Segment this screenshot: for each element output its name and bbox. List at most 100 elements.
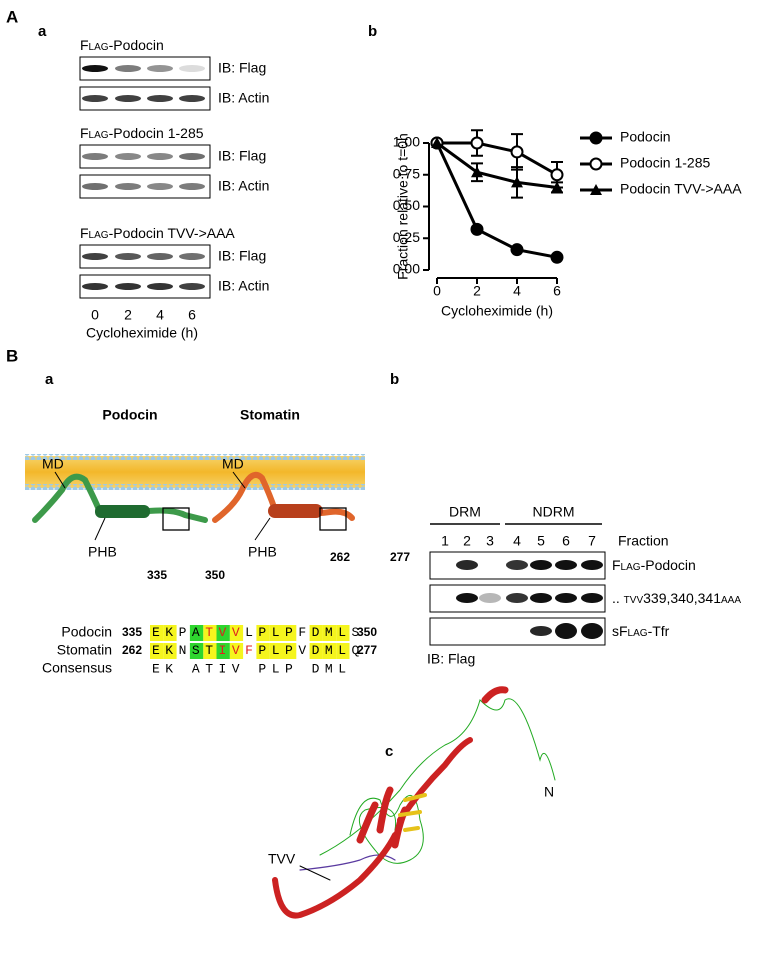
marker bbox=[511, 176, 523, 188]
residue: 350 bbox=[205, 568, 225, 582]
series-line bbox=[436, 141, 558, 189]
protein-name: Stomatin bbox=[240, 407, 300, 423]
domain-label: PHB bbox=[88, 544, 117, 560]
band bbox=[530, 560, 552, 570]
panel-label: A bbox=[6, 7, 18, 26]
marker bbox=[550, 250, 564, 264]
highlight bbox=[309, 625, 323, 641]
blot-box bbox=[79, 56, 211, 81]
blot-box bbox=[429, 617, 606, 646]
group-label: DRM bbox=[449, 504, 481, 520]
blot-box bbox=[79, 244, 211, 269]
marker bbox=[470, 136, 484, 150]
row-label: Flag-Podocin bbox=[612, 557, 696, 573]
row-label: Stomatin bbox=[57, 642, 112, 658]
band bbox=[147, 153, 173, 160]
x-tick-label: 4 bbox=[513, 283, 521, 299]
structure-label: TVV bbox=[268, 851, 296, 867]
y-tick-label: 0.00 bbox=[393, 261, 420, 277]
highlight bbox=[336, 625, 350, 641]
blot-title: Flag-Podocin bbox=[80, 37, 164, 53]
band bbox=[506, 593, 528, 603]
sequence-segment: EKNST bbox=[152, 643, 219, 658]
ib-label: IB: Flag bbox=[218, 248, 266, 264]
band bbox=[147, 283, 173, 290]
domain-label: MD bbox=[222, 456, 244, 472]
fraction-number: 7 bbox=[588, 533, 596, 549]
blot-title: Flag-Podocin 1-285 bbox=[80, 125, 204, 141]
band bbox=[82, 253, 108, 260]
band bbox=[147, 183, 173, 190]
band bbox=[115, 65, 141, 72]
lane-label: 2 bbox=[124, 307, 132, 323]
marker bbox=[431, 137, 443, 148]
band bbox=[530, 626, 552, 636]
highlight bbox=[189, 625, 204, 641]
band bbox=[179, 65, 205, 72]
band bbox=[179, 95, 205, 102]
highlight bbox=[256, 643, 270, 659]
ib-label: IB: Flag bbox=[218, 148, 266, 164]
marker bbox=[589, 131, 603, 145]
highlight bbox=[269, 625, 283, 641]
band bbox=[82, 65, 108, 72]
blot-title: Flag-Podocin TVV->AAA bbox=[80, 225, 235, 241]
residue: 262 bbox=[122, 643, 142, 657]
blot-name: -Podocin 1-285 bbox=[109, 125, 204, 141]
blot-box bbox=[79, 144, 211, 169]
band bbox=[179, 283, 205, 290]
marker bbox=[510, 145, 524, 159]
ib-label: IB: Actin bbox=[218, 278, 269, 294]
row-label: sFlag-Tfr bbox=[612, 623, 670, 639]
band bbox=[115, 153, 141, 160]
highlight bbox=[322, 643, 337, 659]
highlight bbox=[256, 625, 270, 641]
band bbox=[456, 560, 478, 570]
series-line bbox=[437, 141, 558, 177]
highlight bbox=[203, 643, 217, 659]
highlight bbox=[269, 643, 283, 659]
blot-box bbox=[79, 274, 211, 299]
row-label: Podocin bbox=[61, 624, 112, 640]
membrane bbox=[25, 454, 365, 541]
row-label-part: 339,340,341 bbox=[643, 590, 721, 606]
highlight bbox=[216, 643, 230, 659]
panel-label: a bbox=[45, 371, 54, 388]
y-tick-label: 0.25 bbox=[393, 229, 420, 245]
marker bbox=[589, 157, 603, 171]
row-label-part: -Podocin bbox=[641, 557, 696, 573]
band bbox=[82, 283, 108, 290]
x-axis-label: Cycloheximide (h) bbox=[441, 303, 553, 319]
residue: 350 bbox=[357, 625, 377, 639]
row-label-part: .. bbox=[612, 590, 624, 606]
row-label-part: s bbox=[612, 623, 619, 639]
protein-structure bbox=[272, 686, 556, 919]
band bbox=[179, 253, 205, 260]
legend-label: Podocin 1-285 bbox=[620, 155, 711, 171]
ib-label: IB: Actin bbox=[218, 90, 269, 106]
domain-label: MD bbox=[42, 456, 64, 472]
blot-tag: Flag bbox=[80, 37, 109, 53]
y-tick-label: 0.50 bbox=[393, 197, 420, 213]
highlight bbox=[150, 625, 164, 641]
group-label: NDRM bbox=[533, 504, 575, 520]
highlight bbox=[163, 625, 177, 641]
sequence: EKNSTIVFPLPVDMLQ bbox=[152, 643, 365, 658]
sequence-segment: IVF bbox=[219, 643, 259, 658]
row-label-part: Flag bbox=[612, 557, 641, 573]
blot-name: -Podocin TVV->AAA bbox=[109, 225, 236, 241]
band bbox=[581, 593, 603, 603]
band bbox=[147, 95, 173, 102]
band bbox=[115, 283, 141, 290]
residue: 262 bbox=[330, 550, 350, 564]
row-label-part: -Tfr bbox=[648, 623, 670, 639]
blot-tag: Flag bbox=[80, 125, 109, 141]
band bbox=[456, 593, 478, 603]
blot-box bbox=[79, 174, 211, 199]
band bbox=[82, 153, 108, 160]
fraction-number: 2 bbox=[463, 533, 471, 549]
highlight bbox=[283, 625, 297, 641]
protein-name: Podocin bbox=[102, 407, 157, 423]
band bbox=[555, 623, 577, 639]
